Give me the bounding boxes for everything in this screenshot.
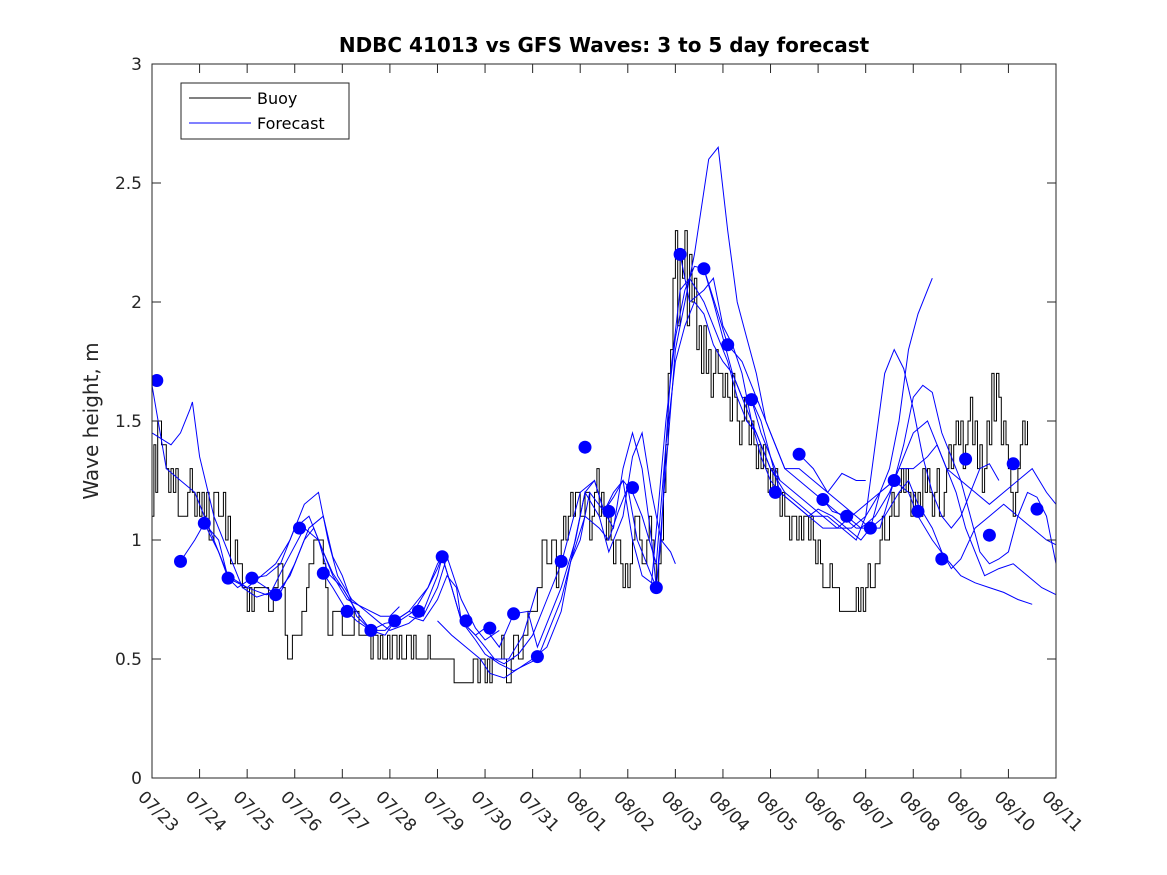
chart-title: NDBC 41013 vs GFS Waves: 3 to 5 day fore… — [339, 33, 870, 57]
plot-area — [152, 64, 1056, 778]
forecast-point-25 — [721, 338, 735, 352]
forecast-point-9 — [340, 604, 354, 618]
forecast-point-33 — [911, 504, 925, 518]
y-axis-label: Wave height, m — [79, 342, 103, 499]
forecast-point-30 — [840, 509, 854, 523]
forecast-point-18 — [554, 554, 568, 568]
forecast-point-15 — [483, 621, 497, 635]
forecast-point-10 — [364, 623, 378, 637]
forecast-point-16 — [507, 607, 521, 621]
y-tick-label: 2 — [131, 293, 142, 313]
series-line-forecast-run-13 — [751, 278, 933, 529]
forecast-point-26 — [745, 393, 758, 407]
forecast-point-12 — [411, 604, 425, 618]
forecast-point-4 — [221, 571, 235, 585]
forecast-point-21 — [626, 481, 639, 495]
forecast-point-19 — [578, 440, 592, 454]
legend-forecast-label: Forecast — [257, 114, 325, 133]
plot-background — [152, 64, 1056, 778]
series-line-forecast-run-9 — [489, 265, 1000, 665]
legend-box — [180, 82, 350, 140]
forecast-point-17 — [530, 650, 544, 664]
forecast-point-35 — [959, 452, 973, 466]
legend: Buoy Forecast — [180, 82, 350, 140]
y-tick-label: 1 — [131, 531, 142, 551]
forecast-point-7 — [293, 521, 306, 535]
forecast-point-6 — [269, 588, 283, 602]
forecast-point-37 — [1006, 457, 1020, 471]
forecast-point-11 — [388, 614, 402, 628]
series-line-forecast-run-14 — [798, 384, 1056, 565]
forecast-point-38 — [1030, 502, 1044, 516]
forecast-point-31 — [863, 521, 877, 535]
forecast-point-29 — [816, 493, 830, 506]
forecast-point-24 — [697, 262, 711, 276]
forecast-point-27 — [768, 485, 782, 499]
y-tick-label: 0.5 — [115, 650, 142, 670]
legend-buoy-label: Buoy — [257, 89, 297, 108]
forecast-point-32 — [887, 474, 901, 487]
y-tick-label: 2.5 — [115, 174, 142, 194]
y-tick-label: 1.5 — [115, 412, 142, 432]
forecast-point-23 — [673, 247, 687, 261]
forecast-point-34 — [935, 552, 949, 566]
forecast-point-28 — [792, 447, 806, 461]
forecast-point-1 — [152, 374, 164, 387]
forecast-point-20 — [602, 504, 616, 518]
series-line-forecast-run-12 — [703, 268, 1056, 570]
series-line-forecast-run-5 — [251, 527, 538, 660]
forecast-point-5 — [245, 571, 259, 585]
forecast-point-22 — [649, 581, 663, 595]
y-tick-label: 0 — [131, 769, 142, 789]
forecast-point-8 — [316, 566, 330, 580]
series-line-forecast-run-6 — [322, 431, 676, 649]
series-line-forecast-run-15 — [822, 443, 1056, 596]
forecast-point-2 — [174, 554, 187, 568]
y-tick-label: 3 — [131, 55, 142, 75]
forecast-point-3 — [197, 516, 211, 530]
forecast-point-36 — [982, 528, 996, 542]
forecast-point-14 — [459, 614, 473, 628]
series-line-forecast-run-7 — [408, 277, 781, 672]
series-lines — [152, 146, 1056, 684]
forecast-point-13 — [435, 550, 449, 564]
